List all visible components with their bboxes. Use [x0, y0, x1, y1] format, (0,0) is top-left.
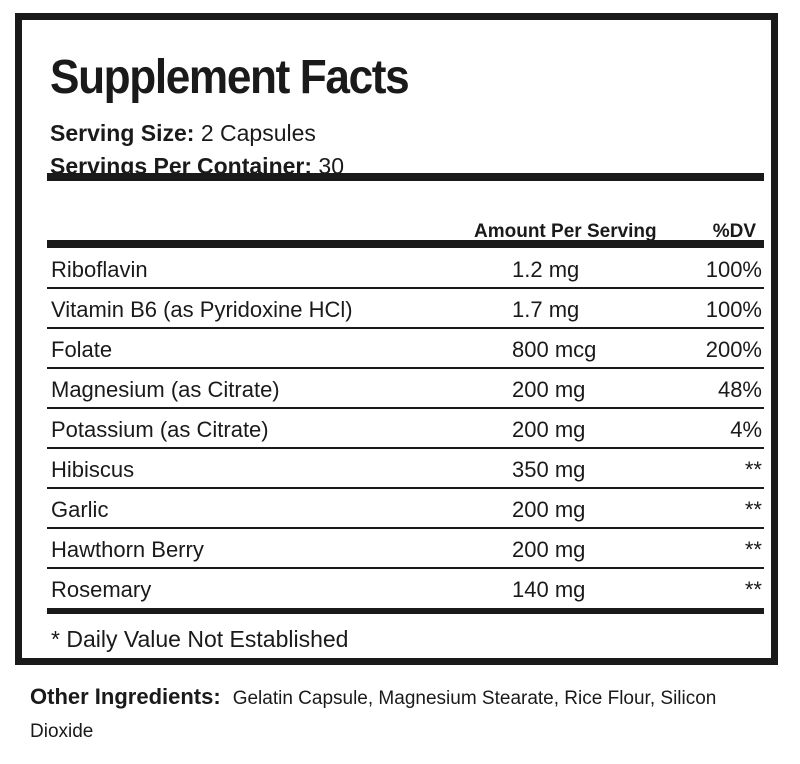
amount-header: Amount Per Serving: [474, 221, 657, 242]
nutrient-dv: 200%: [705, 337, 762, 362]
nutrient-name: Garlic: [51, 497, 109, 522]
nutrient-amount: 200 mg: [512, 497, 586, 522]
nutrient-dv: 4%: [730, 417, 762, 442]
nutrient-amount: 200 mg: [512, 537, 586, 562]
nutrient-row: Folate 800 mcg 200%: [47, 329, 764, 369]
nutrient-amount: 1.2 mg: [512, 257, 580, 282]
nutrient-dv: **: [744, 457, 762, 482]
supplement-facts-panel: Supplement Facts Serving Size: 2 Capsule…: [15, 13, 778, 665]
nutrient-row: Rosemary 140 mg **: [47, 569, 764, 609]
divider: [47, 608, 764, 614]
nutrient-row: Hibiscus 350 mg **: [47, 449, 764, 489]
nutrient-row: Magnesium (as Citrate) 200 mg 48%: [47, 369, 764, 409]
footnote: * Daily Value Not Established: [51, 626, 349, 652]
nutrient-name: Magnesium (as Citrate): [51, 377, 280, 402]
nutrient-dv: 48%: [717, 377, 762, 402]
nutrient-dv: **: [744, 537, 762, 562]
nutrient-name: Hibiscus: [51, 457, 135, 482]
nutrient-dv: **: [744, 577, 762, 602]
nutrient-amount: 800 mcg: [512, 337, 597, 362]
nutrient-row: Hawthorn Berry 200 mg **: [47, 529, 764, 569]
nutrient-name: Vitamin B6 (as Pyridoxine HCl): [51, 297, 353, 322]
nutrient-amount: 200 mg: [512, 417, 586, 442]
panel-title: Supplement Facts: [50, 51, 410, 104]
nutrient-dv: **: [744, 497, 762, 522]
nutrient-dv: 100%: [705, 297, 762, 322]
nutrient-amount: 140 mg: [512, 577, 586, 602]
nutrient-dv: 100%: [705, 257, 762, 282]
nutrient-row: Garlic 200 mg **: [47, 489, 764, 529]
nutrient-amount: 350 mg: [512, 457, 586, 482]
nutrient-row: Potassium (as Citrate) 200 mg 4%: [47, 409, 764, 449]
dv-header: %DV: [712, 221, 756, 242]
nutrient-name: Folate: [51, 337, 113, 362]
serving-size: Serving Size: 2 Capsules: [50, 120, 316, 146]
nutrient-amount: 1.7 mg: [512, 297, 580, 322]
nutrient-amount: 200 mg: [512, 377, 586, 402]
divider: [47, 173, 764, 181]
nutrient-name: Potassium (as Citrate): [51, 417, 269, 442]
nutrient-name: Hawthorn Berry: [51, 537, 204, 562]
nutrient-row: Vitamin B6 (as Pyridoxine HCl) 1.7 mg 100%: [47, 289, 764, 329]
nutrient-name: Riboflavin: [51, 257, 148, 282]
divider: [47, 240, 764, 248]
nutrient-row: Riboflavin 1.2 mg 100%: [47, 249, 764, 289]
other-ingredients: Other Ingredients: Gelatin Capsule, Magne…: [30, 684, 717, 742]
nutrient-name: Rosemary: [51, 577, 152, 602]
